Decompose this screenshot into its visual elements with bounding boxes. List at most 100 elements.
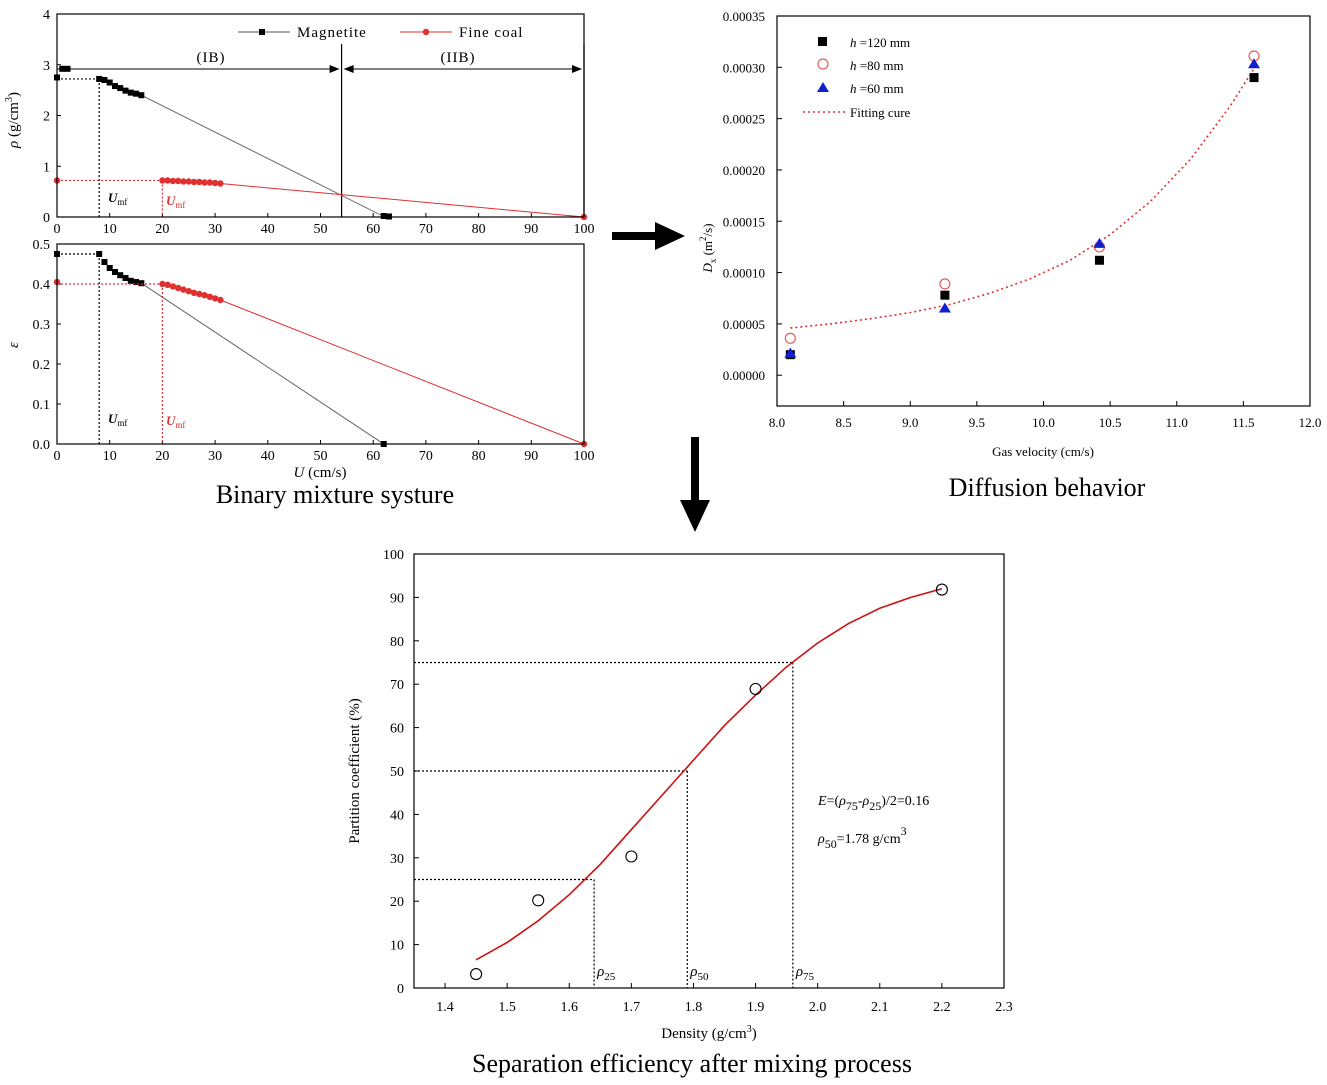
y-tick-label: 30 [390, 852, 404, 867]
x-tick-label: 30 [208, 222, 222, 237]
data-point-h60 [938, 302, 951, 313]
region-ib-label: (IB) [197, 50, 226, 66]
series-line [141, 94, 384, 217]
voidage-plot-frame [56, 243, 585, 445]
partition-ylabel: Partition coefficient (%) [347, 698, 363, 844]
x-tick-label: 70 [419, 449, 433, 464]
x-tick-label: 12.0 [1299, 415, 1322, 430]
y-tick-label: 50 [390, 765, 404, 780]
x-tick-label: 50 [314, 449, 328, 464]
y-tick-label: 0.1 [33, 398, 51, 413]
partition-plot-frame [413, 553, 1005, 989]
x-tick-label: 40 [261, 449, 275, 464]
data-point-h80 [784, 332, 796, 344]
data-point-fine-coal [185, 288, 192, 295]
arrow-down [680, 437, 710, 532]
x-tick-label: 2.0 [809, 1000, 827, 1015]
data-point-magnetite [106, 265, 113, 271]
x-tick-label: 40 [261, 222, 275, 237]
diffusion-plot-frame [776, 15, 1311, 407]
data-point-magnetite [122, 87, 129, 94]
y-tick-label: 0.00020 [723, 163, 765, 178]
data-point-fine-coal [185, 178, 192, 185]
y-tick-label: 80 [390, 635, 404, 650]
y-tick-label: 0.00035 [723, 9, 765, 24]
region-ib-arrowhead [329, 65, 340, 73]
x-tick-label: 60 [366, 449, 380, 464]
x-tick-label: 10.0 [1032, 415, 1055, 430]
legend-label-h60: h =60 mm [850, 81, 904, 96]
e-annotation: E=(ρ75-ρ25)/2=0.16 [817, 794, 929, 813]
x-tick-label: 20 [155, 222, 169, 237]
data-point-fine-coal [196, 178, 203, 186]
legend-marker-h120 [818, 37, 827, 46]
data-point-fine-coal [201, 292, 208, 299]
guide-label: ρ50 [689, 964, 709, 983]
data-point-fine-coal [211, 179, 219, 187]
x-tick-label: 10 [103, 449, 117, 464]
y-tick-label: 70 [390, 678, 404, 693]
x-tick-label: 11.5 [1232, 415, 1254, 430]
region-iib-arrowhead-left [343, 65, 354, 73]
y-tick-label: 40 [390, 808, 404, 823]
data-point-fine-coal [196, 290, 203, 298]
y-tick-label: 0.00000 [723, 368, 765, 383]
x-tick-label: 10.5 [1099, 415, 1122, 430]
legend-label-h80: h =80 mm [850, 58, 904, 73]
data-point-h120 [1094, 255, 1104, 265]
region-iib-label: (IIB) [441, 50, 476, 66]
y-tick-label: 90 [390, 591, 404, 606]
voidage-ylabel: ε [6, 342, 22, 348]
x-tick-label: 1.6 [561, 1000, 579, 1015]
data-point-magnetite [101, 259, 108, 265]
y-tick-label: 0.00005 [723, 317, 765, 332]
y-tick-label: 10 [390, 939, 404, 954]
x-tick-label: 11.0 [1166, 415, 1188, 430]
legend-marker-magnetite [259, 29, 265, 35]
umf-label-fine-coal: Umf [166, 193, 185, 210]
y-tick-label: 0.00030 [723, 60, 765, 75]
data-point-fine-coal [190, 178, 198, 186]
caption-diffusion: Diffusion behavior [949, 473, 1146, 502]
x-tick-label: 2.1 [871, 1000, 889, 1015]
x-tick-label: 70 [419, 222, 433, 237]
x-tick-label: 1.5 [498, 1000, 516, 1015]
data-point-fine-coal [159, 280, 166, 288]
x-tick-label: 2.3 [995, 1000, 1013, 1015]
y-tick-label: 4 [43, 8, 50, 23]
legend-label-magnetite: Magnetite [297, 25, 367, 41]
y-tick-label: 0.00015 [723, 214, 765, 229]
data-point-fine-coal [164, 177, 171, 184]
x-tick-label: 1.8 [685, 1000, 703, 1015]
x-tick-label: 9.5 [969, 415, 985, 430]
data-point-partition [749, 682, 762, 696]
series-line [220, 299, 585, 445]
diffusion-ylabel: Dx (m2/s) [698, 223, 718, 273]
data-point-magnetite [101, 76, 108, 83]
x-tick-label: 1.7 [623, 1000, 641, 1015]
guide-label: ρ25 [596, 964, 616, 983]
fit-curve [790, 63, 1258, 329]
diffusion-chart: 8.0 8.5 9.0 9.5 10.0 10.5 11.0 11.5 12.0 0.00000 0… [698, 9, 1321, 459]
data-point-h60 [784, 347, 797, 358]
y-tick-label: 0.5 [33, 238, 51, 253]
y-tick-label: 60 [390, 722, 404, 737]
x-tick-label: 1.4 [436, 1000, 454, 1015]
legend-marker-fine-coal [422, 28, 430, 36]
fitted-partition-curve [475, 587, 943, 961]
data-point-fine-coal [217, 296, 224, 304]
x-tick-label: 9.0 [902, 415, 918, 430]
caption-separation: Separation efficiency after mixing proce… [472, 1049, 912, 1078]
data-point-magnetite [127, 89, 134, 96]
legend-label-fine-coal: Fine coal [459, 25, 523, 41]
data-point-magnetite [59, 65, 66, 72]
x-tick-label: 0 [54, 449, 61, 464]
data-point-fine-coal [180, 286, 187, 293]
data-point-fine-coal [211, 295, 219, 302]
voidage-chart: 0 10 20 30 40 50 60 70 80 90 100 0.0 0.1 0.2 0.3 0.4 0.5… [6, 238, 595, 481]
y-tick-label: 100 [383, 548, 404, 563]
x-tick-label: 60 [366, 222, 380, 237]
x-tick-label: 100 [574, 222, 595, 237]
data-point-fine-coal [201, 179, 208, 186]
